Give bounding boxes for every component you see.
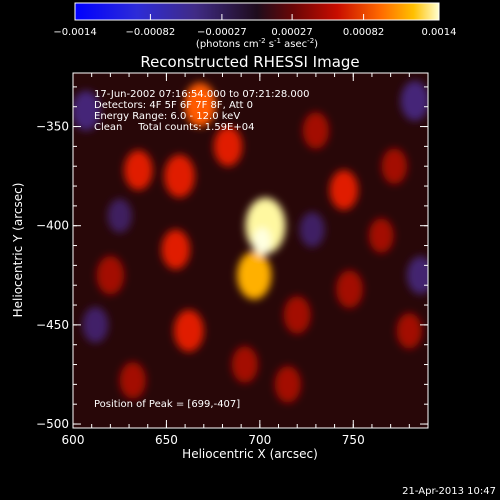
peak-position-label: Position of Peak = [699,-407] — [94, 399, 240, 410]
emission-region — [184, 82, 216, 127]
emission-region — [302, 112, 330, 150]
emission-region — [368, 218, 394, 254]
x-tick-label: 650 — [155, 433, 178, 447]
colorbar-unit-label: (photons cm-2 s-1 asec-2) — [196, 37, 318, 50]
negative-emission-region — [299, 212, 325, 248]
emission-region — [164, 154, 195, 198]
plot-frame — [72, 72, 429, 429]
negative-emission-region — [406, 256, 428, 295]
colorbar: −0.0014 −0.00082 −0.00027 0.00027 0.00082 0.0… — [53, 2, 457, 50]
emission-region — [237, 251, 272, 300]
y-tick-label: −400 — [36, 219, 69, 233]
annotation-line-3: Energy Range: 6.0 - 12.0 keV — [94, 111, 240, 122]
emission-region — [96, 255, 125, 295]
x-tick-label: 600 — [62, 433, 85, 447]
y-tick-label: −450 — [36, 318, 69, 332]
emission-region — [124, 150, 153, 191]
colorbar-tick-label: −0.0014 — [53, 27, 96, 38]
x-tick-label: 750 — [342, 433, 365, 447]
colorbar-tick-label: 0.00027 — [271, 27, 312, 38]
emission-region — [396, 312, 423, 349]
negative-emission-region — [73, 90, 101, 131]
annotation-block: 17-Jun-2002 07:16:54.000 to 07:21:28.000… — [94, 89, 310, 133]
emission-region — [329, 170, 359, 211]
y-axis-label: Heliocentric Y (arcsec) — [11, 183, 25, 318]
y-tick-label: −500 — [36, 417, 69, 431]
annotation-line-4: Clean Total counts: 1.59E+04 — [94, 122, 254, 133]
emission-region — [335, 270, 364, 309]
x-axis-label: Heliocentric X (arcsec) — [182, 447, 318, 461]
colorbar-tick-label: 0.0014 — [422, 27, 457, 38]
colorbar-tick-label: −0.00082 — [126, 27, 176, 38]
emission-region — [274, 365, 302, 403]
plot-area: 600 650 700 750 −350 −400 −450 −500 — [36, 72, 429, 447]
emission-region — [161, 229, 191, 270]
negative-emission-region — [82, 306, 109, 343]
emission-region — [381, 148, 408, 185]
emission-region — [283, 295, 311, 334]
negative-emission-region — [107, 198, 132, 233]
y-tick-label: −350 — [36, 120, 69, 134]
peak-core — [252, 227, 271, 256]
annotation-line-1: 17-Jun-2002 07:16:54.000 to 07:21:28.000 — [94, 89, 310, 100]
colorbar-tick-label: −0.00027 — [197, 27, 247, 38]
footer-date: 21-Apr-2013 10:47 — [402, 486, 496, 497]
annotation-line-2: Detectors: 4F 5F 6F 7F 8F, Att 0 — [94, 100, 253, 111]
negative-emission-region — [400, 80, 428, 121]
colorbar-tick-label: 0.00082 — [343, 27, 384, 38]
emission-region — [173, 309, 204, 352]
emission-region — [213, 126, 243, 167]
emission-region — [119, 361, 147, 399]
chart-title: Reconstructed RHESSI Image — [140, 53, 359, 71]
emission-region — [231, 346, 259, 384]
x-tick-label: 700 — [248, 433, 271, 447]
colorbar-gradient — [74, 2, 440, 21]
